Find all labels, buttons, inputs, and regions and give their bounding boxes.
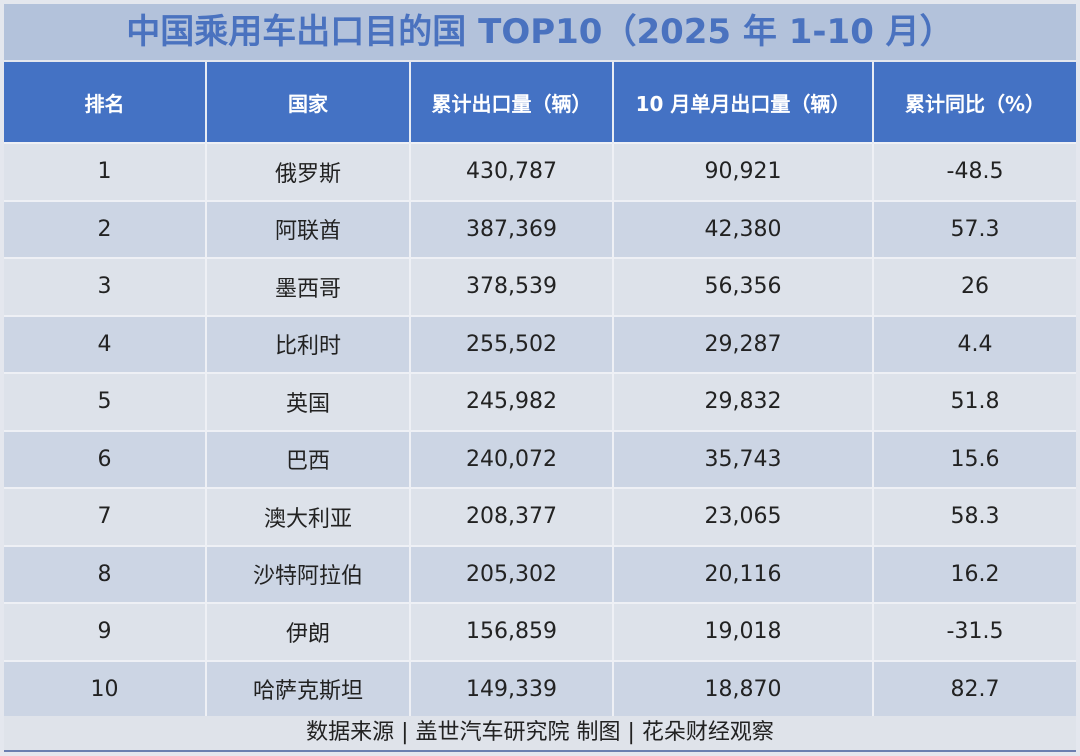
- country-cell: 沙特阿拉伯: [205, 544, 410, 603]
- table-row: 4 比利时 255,502 29,287 4.4: [4, 314, 1076, 373]
- cumulative-cell: 245,982: [409, 372, 613, 431]
- page-title: 中国乘用车出口目的国 TOP10（2025 年 1-10 月）: [4, 4, 1076, 60]
- table-row: 3 墨西哥 378,539 56,356 26: [4, 257, 1076, 316]
- yoy-cell: 26: [872, 257, 1076, 316]
- rank-cell: 2: [4, 199, 206, 258]
- header-yoy: 累计同比（%）: [872, 62, 1076, 143]
- october-cell: 29,832: [612, 372, 873, 431]
- yoy-cell: 57.3: [872, 199, 1076, 258]
- yoy-cell: 51.8: [872, 372, 1076, 431]
- yoy-cell: -48.5: [872, 142, 1076, 201]
- table-row: 2 阿联酋 387,369 42,380 57.3: [4, 199, 1076, 258]
- cumulative-cell: 156,859: [409, 602, 613, 661]
- country-cell: 墨西哥: [205, 257, 410, 316]
- table-row: 7 澳大利亚 208,377 23,065 58.3: [4, 487, 1076, 546]
- country-cell: 哈萨克斯坦: [205, 659, 410, 717]
- cumulative-cell: 378,539: [409, 257, 613, 316]
- yoy-cell: 16.2: [872, 544, 1076, 603]
- october-cell: 20,116: [612, 544, 873, 603]
- rank-cell: 6: [4, 429, 206, 488]
- table-row: 5 英国 245,982 29,832 51.8: [4, 372, 1076, 431]
- country-cell: 澳大利亚: [205, 487, 410, 546]
- rank-cell: 9: [4, 602, 206, 661]
- yoy-cell: 4.4: [872, 314, 1076, 373]
- october-cell: 42,380: [612, 199, 873, 258]
- country-cell: 伊朗: [205, 602, 410, 661]
- export-table: 排名 国家 累计出口量（辆） 10 月单月出口量（辆） 累计同比（%） 1 俄罗斯…: [4, 62, 1076, 717]
- yoy-cell: 58.3: [872, 487, 1076, 546]
- rank-cell: 10: [4, 659, 206, 717]
- october-cell: 19,018: [612, 602, 873, 661]
- october-cell: 23,065: [612, 487, 873, 546]
- table-header-row: 排名 国家 累计出口量（辆） 10 月单月出口量（辆） 累计同比（%）: [4, 62, 1076, 143]
- country-cell: 巴西: [205, 429, 410, 488]
- table-row: 6 巴西 240,072 35,743 15.6: [4, 429, 1076, 488]
- yoy-cell: 15.6: [872, 429, 1076, 488]
- rank-cell: 5: [4, 372, 206, 431]
- header-october: 10 月单月出口量（辆）: [612, 62, 873, 143]
- yoy-cell: 82.7: [872, 659, 1076, 717]
- table-row: 10 哈萨克斯坦 149,339 18,870 82.7: [4, 659, 1076, 717]
- rank-cell: 1: [4, 142, 206, 201]
- rank-cell: 7: [4, 487, 206, 546]
- header-country: 国家: [205, 62, 410, 143]
- october-cell: 29,287: [612, 314, 873, 373]
- october-cell: 35,743: [612, 429, 873, 488]
- cumulative-cell: 149,339: [409, 659, 613, 717]
- country-cell: 英国: [205, 372, 410, 431]
- cumulative-cell: 255,502: [409, 314, 613, 373]
- rank-cell: 8: [4, 544, 206, 603]
- header-cumulative: 累计出口量（辆）: [409, 62, 613, 143]
- table-row: 1 俄罗斯 430,787 90,921 -48.5: [4, 142, 1076, 201]
- rank-cell: 3: [4, 257, 206, 316]
- header-rank: 排名: [4, 62, 206, 143]
- country-cell: 阿联酋: [205, 199, 410, 258]
- source-footer: 数据来源 | 盖世汽车研究院 制图 | 花朵财经观察: [4, 716, 1076, 752]
- cumulative-cell: 387,369: [409, 199, 613, 258]
- cumulative-cell: 208,377: [409, 487, 613, 546]
- cumulative-cell: 205,302: [409, 544, 613, 603]
- country-cell: 俄罗斯: [205, 142, 410, 201]
- cumulative-cell: 240,072: [409, 429, 613, 488]
- cumulative-cell: 430,787: [409, 142, 613, 201]
- yoy-cell: -31.5: [872, 602, 1076, 661]
- table-row: 8 沙特阿拉伯 205,302 20,116 16.2: [4, 544, 1076, 603]
- country-cell: 比利时: [205, 314, 410, 373]
- october-cell: 18,870: [612, 659, 873, 717]
- october-cell: 90,921: [612, 142, 873, 201]
- october-cell: 56,356: [612, 257, 873, 316]
- rank-cell: 4: [4, 314, 206, 373]
- table-row: 9 伊朗 156,859 19,018 -31.5: [4, 602, 1076, 661]
